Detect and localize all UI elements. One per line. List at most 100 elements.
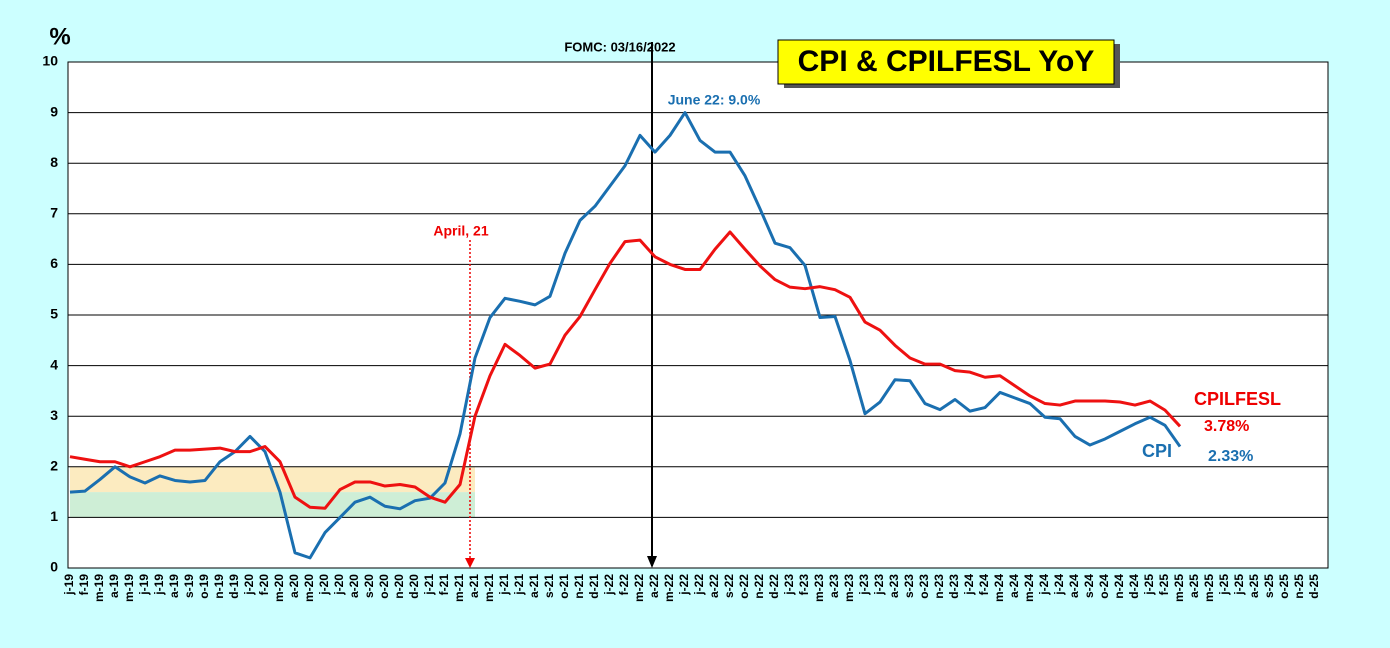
x-tick-label: s-19	[182, 574, 196, 598]
x-tick-label: m-25	[1172, 574, 1186, 602]
x-tick-label: j-21	[512, 574, 526, 596]
cpi-name: CPI	[1142, 441, 1172, 461]
x-tick-label: o-25	[1277, 574, 1291, 599]
grid	[68, 61, 1328, 569]
x-tick-label: n-19	[212, 574, 226, 599]
x-tick-label: a-23	[887, 574, 901, 598]
x-tick-label: a-25	[1247, 574, 1261, 598]
x-tick-label: o-20	[377, 574, 391, 599]
x-tick-label: o-21	[557, 574, 571, 599]
x-tick-label: d-19	[227, 574, 241, 599]
chart-title: CPI & CPILFESL YoY	[798, 45, 1095, 78]
y-tick-label: 1	[50, 508, 58, 524]
x-tick-label: a-19	[167, 574, 181, 598]
x-tick-label: f-22	[617, 574, 631, 596]
x-tick-label: a-24	[1007, 574, 1021, 598]
x-tick-label: m-21	[482, 574, 496, 602]
x-tick-label: s-21	[542, 574, 556, 598]
y-tick-label: 6	[50, 255, 58, 271]
x-tick-label: j-24	[962, 574, 976, 596]
x-tick-label: n-23	[932, 574, 946, 599]
x-tick-label: j-20	[242, 574, 256, 596]
x-tick-label: s-22	[722, 574, 736, 598]
x-tick-label: j-25	[1232, 574, 1246, 596]
x-tick-label: s-20	[362, 574, 376, 598]
x-tick-label: m-23	[842, 574, 856, 602]
peak-label: June 22: 9.0%	[668, 92, 761, 108]
x-tick-label: j-25	[1142, 574, 1156, 596]
x-tick-label: m-20	[272, 574, 286, 602]
x-tick-label: a-20	[287, 574, 301, 598]
x-tick-label: a-21	[467, 574, 481, 598]
y-tick-label: 10	[42, 53, 58, 69]
x-tick-label: d-25	[1307, 574, 1321, 599]
x-tick-label: j-20	[332, 574, 346, 596]
x-tick-label: m-19	[122, 574, 136, 602]
x-tick-label: j-21	[497, 574, 511, 596]
april-arrow	[465, 558, 475, 568]
x-tick-label: j-20	[317, 574, 331, 596]
x-tick-label: f-19	[77, 574, 91, 596]
x-tick-label: o-22	[737, 574, 751, 599]
series-line	[69, 230, 1182, 510]
x-tick-label: d-21	[587, 574, 601, 599]
target-band	[70, 492, 475, 518]
x-tick-label: j-19	[62, 574, 76, 596]
y-tick-label: 7	[50, 205, 58, 221]
title-box	[777, 39, 1115, 85]
x-tick-label: j-22	[692, 574, 706, 596]
x-tick-label: m-19	[92, 574, 106, 602]
x-tick-label: a-23	[827, 574, 841, 598]
x-tick-label: f-25	[1157, 574, 1171, 596]
x-tick-label: j-23	[782, 574, 796, 596]
x-tick-label: j-24	[1037, 574, 1051, 596]
x-tick-label: d-22	[767, 574, 781, 599]
x-tick-label: m-21	[452, 574, 466, 602]
y-tick-label: 3	[50, 407, 58, 423]
x-tick-label: a-22	[647, 574, 661, 598]
x-tick-label: n-20	[392, 574, 406, 599]
x-tick-label: m-22	[632, 574, 646, 602]
series-line	[69, 111, 1182, 560]
x-tick-label: n-25	[1292, 574, 1306, 599]
x-tick-label: s-23	[902, 574, 916, 598]
x-tick-label: d-24	[1127, 574, 1141, 599]
y-tick-label: 5	[50, 306, 58, 322]
x-tick-label: j-21	[422, 574, 436, 596]
x-tick-label: j-24	[1052, 574, 1066, 596]
x-tick-label: s-24	[1082, 574, 1096, 598]
x-tick-label: n-24	[1112, 574, 1126, 599]
april-label: April, 21	[433, 223, 488, 239]
x-tick-label: a-20	[347, 574, 361, 598]
x-tick-label: d-20	[407, 574, 421, 599]
x-tick-label: j-23	[872, 574, 886, 596]
x-tick-label: j-19	[137, 574, 151, 596]
x-tick-label: o-19	[197, 574, 211, 599]
y-tick-label: 9	[50, 103, 58, 119]
core-last: 3.78%	[1204, 418, 1249, 435]
y-tick-label: 2	[50, 458, 58, 474]
x-tick-label: f-20	[257, 574, 271, 596]
x-tick-label: j-19	[152, 574, 166, 596]
x-tick-label: f-21	[437, 574, 451, 596]
x-tick-label: n-21	[572, 574, 586, 599]
y-tick-label: 0	[50, 559, 58, 575]
y-axis-label: %	[49, 23, 70, 50]
fomc-arrow	[647, 556, 657, 568]
x-tick-label: j-22	[602, 574, 616, 596]
x-tick-label: m-24	[1022, 574, 1036, 602]
x-tick-label: a-24	[1067, 574, 1081, 598]
x-tick-label: a-21	[527, 574, 541, 598]
x-tick-label: j-25	[1217, 574, 1231, 596]
x-tick-label: o-23	[917, 574, 931, 599]
x-tick-label: f-24	[977, 574, 991, 596]
x-tick-label: s-25	[1262, 574, 1276, 598]
fomc-label: FOMC: 03/16/2022	[564, 39, 675, 54]
x-tick-label: o-24	[1097, 574, 1111, 599]
y-tick-label: 4	[50, 356, 58, 372]
x-tick-label: j-22	[677, 574, 691, 596]
x-tick-label: d-23	[947, 574, 961, 599]
x-tick-label: m-22	[662, 574, 676, 602]
